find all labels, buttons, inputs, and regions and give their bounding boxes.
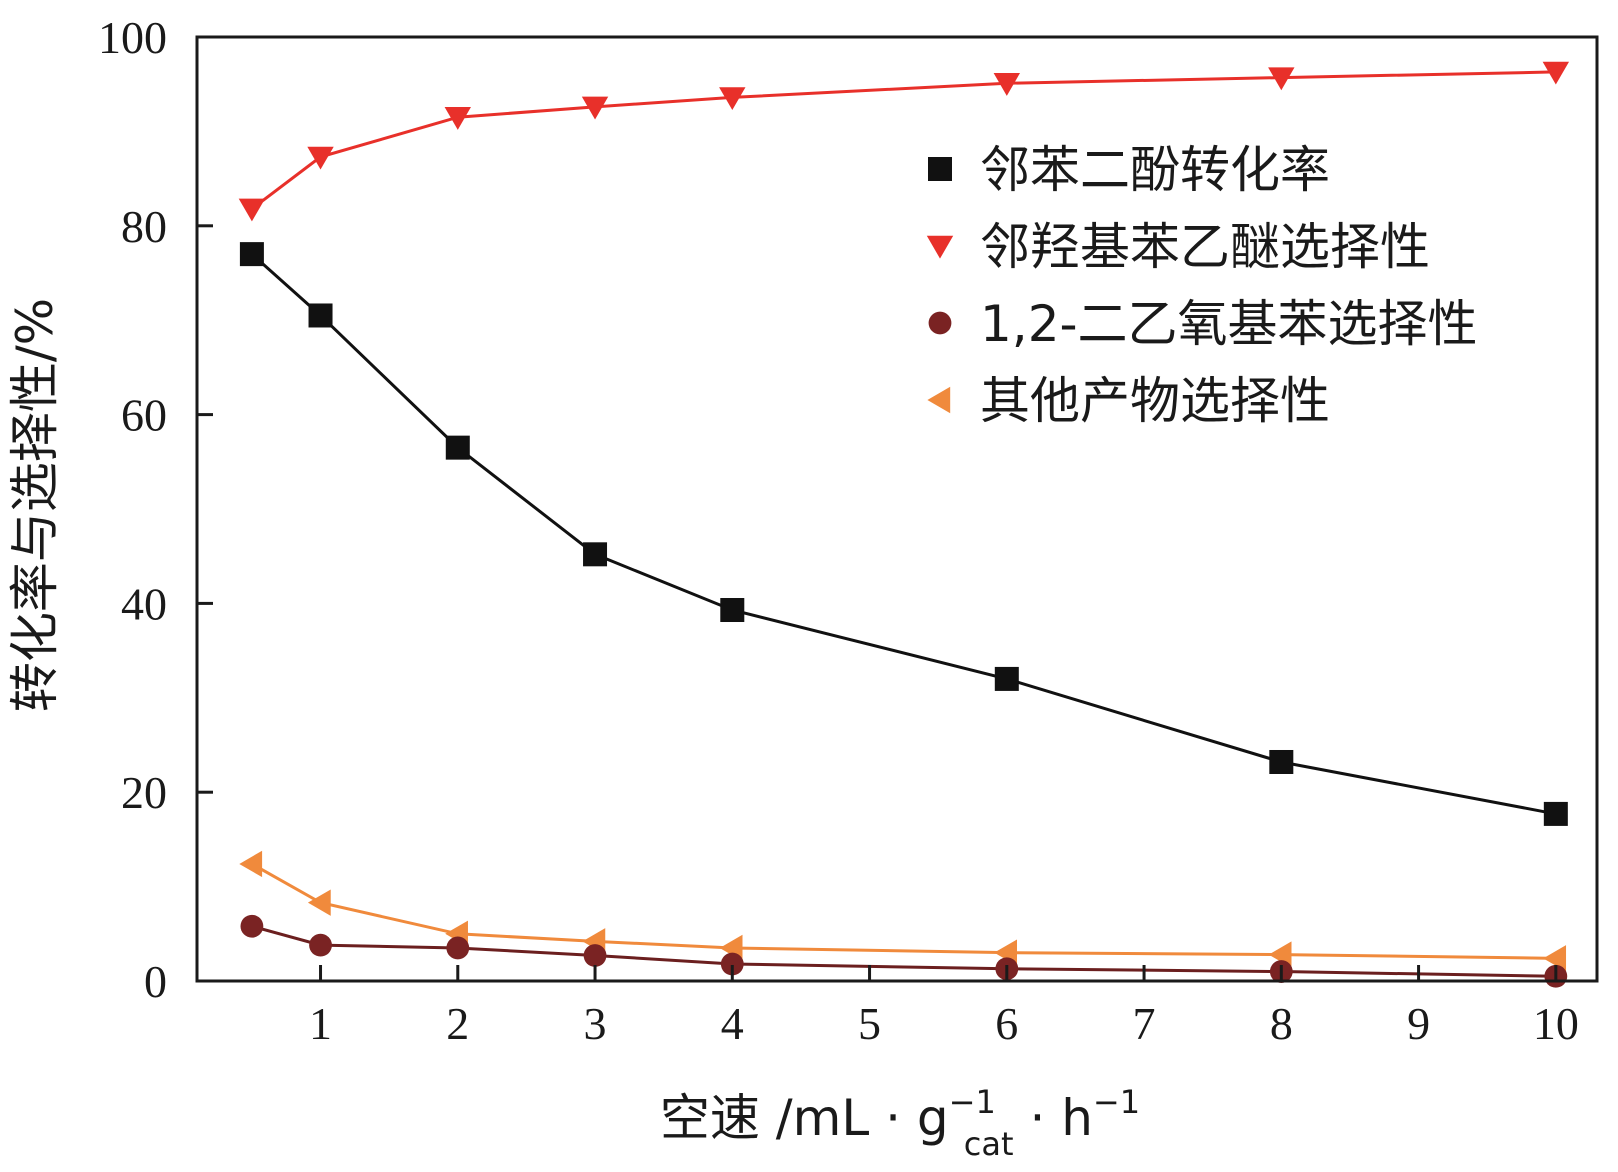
data-point <box>583 542 608 567</box>
data-point <box>446 936 470 960</box>
data-point <box>1269 749 1294 774</box>
legend-marker <box>927 386 951 414</box>
y-tick-label: 0 <box>144 956 167 1007</box>
plot-frame <box>195 35 1599 983</box>
x-axis: 1 2 3 4 5 6 7 8 9 10 <box>309 965 1579 1049</box>
series-1 <box>238 61 1570 222</box>
data-point <box>583 944 607 967</box>
y-axis: 0 20 40 60 80 100 <box>98 12 213 1007</box>
data-point <box>444 107 471 130</box>
x-label-mid: · h <box>1014 1089 1093 1147</box>
legend-item: 邻羟基苯乙醚选择性 <box>926 218 1430 276</box>
series-line <box>251 924 1556 978</box>
x-axis-label: 空速 /mL · g−1 cat · h−1 <box>660 1083 1140 1163</box>
data-point <box>445 435 470 460</box>
data-point <box>720 598 745 623</box>
data-point <box>307 146 334 170</box>
x-label-h-sup: −1 <box>1093 1083 1140 1121</box>
legend-label: 邻苯二酚转化率 <box>980 141 1330 199</box>
x-tick-label: 10 <box>1533 998 1579 1049</box>
x-label-prefix: 空速 /mL · g <box>660 1089 949 1147</box>
y-tick-label: 60 <box>121 390 167 441</box>
data-point <box>720 952 744 976</box>
data-point <box>308 303 333 328</box>
data-point <box>239 242 264 267</box>
legend-marker <box>928 311 952 335</box>
legend-marker <box>928 157 952 181</box>
data-point <box>1543 945 1567 972</box>
legend-label: 其他产物选择性 <box>980 372 1330 430</box>
x-label-g-sup: −1 <box>949 1083 996 1121</box>
legend-item: 其他产物选择性 <box>927 372 1330 430</box>
data-point <box>1268 67 1295 91</box>
data-point <box>307 889 331 916</box>
legend-label: 1,2-二乙氧基苯选择性 <box>980 295 1478 353</box>
legend-marker <box>926 235 954 259</box>
data-point <box>994 666 1019 691</box>
x-tick-label: 9 <box>1407 998 1430 1049</box>
x-tick-label: 2 <box>446 998 469 1049</box>
legend-item: 邻苯二酚转化率 <box>928 141 1330 199</box>
x-tick-label: 3 <box>584 998 607 1049</box>
data-point <box>1543 801 1568 826</box>
x-tick-label: 8 <box>1270 998 1293 1049</box>
y-tick-label: 80 <box>121 201 167 252</box>
series-3 <box>239 850 1567 972</box>
y-tick-label: 100 <box>98 12 167 63</box>
series-line <box>251 862 1556 960</box>
series-line <box>250 253 1557 816</box>
data-point <box>309 933 332 957</box>
series-line <box>250 70 1556 211</box>
legend-item: 1,2-二乙氧基苯选择性 <box>928 295 1478 353</box>
data-point <box>993 73 1021 96</box>
data-point <box>581 96 609 120</box>
x-tick-label: 5 <box>858 998 881 1049</box>
x-tick-label: 6 <box>995 998 1018 1049</box>
legend-label: 邻羟基苯乙醚选择性 <box>980 218 1430 276</box>
x-tick-label: 7 <box>1133 998 1156 1049</box>
data-point <box>239 850 263 878</box>
x-tick-label: 1 <box>309 998 332 1049</box>
y-tick-label: 40 <box>121 578 167 629</box>
y-tick-label: 20 <box>121 767 167 818</box>
series-0 <box>239 242 1568 826</box>
x-tick-label: 4 <box>721 998 744 1049</box>
plot-series <box>238 61 1570 988</box>
y-axis-label: 转化率与选择性/% <box>6 298 64 712</box>
data-point <box>719 87 746 111</box>
x-label-g-sub: cat <box>964 1125 1014 1163</box>
data-point <box>240 914 264 938</box>
data-point <box>1542 61 1570 85</box>
data-point <box>238 198 266 222</box>
